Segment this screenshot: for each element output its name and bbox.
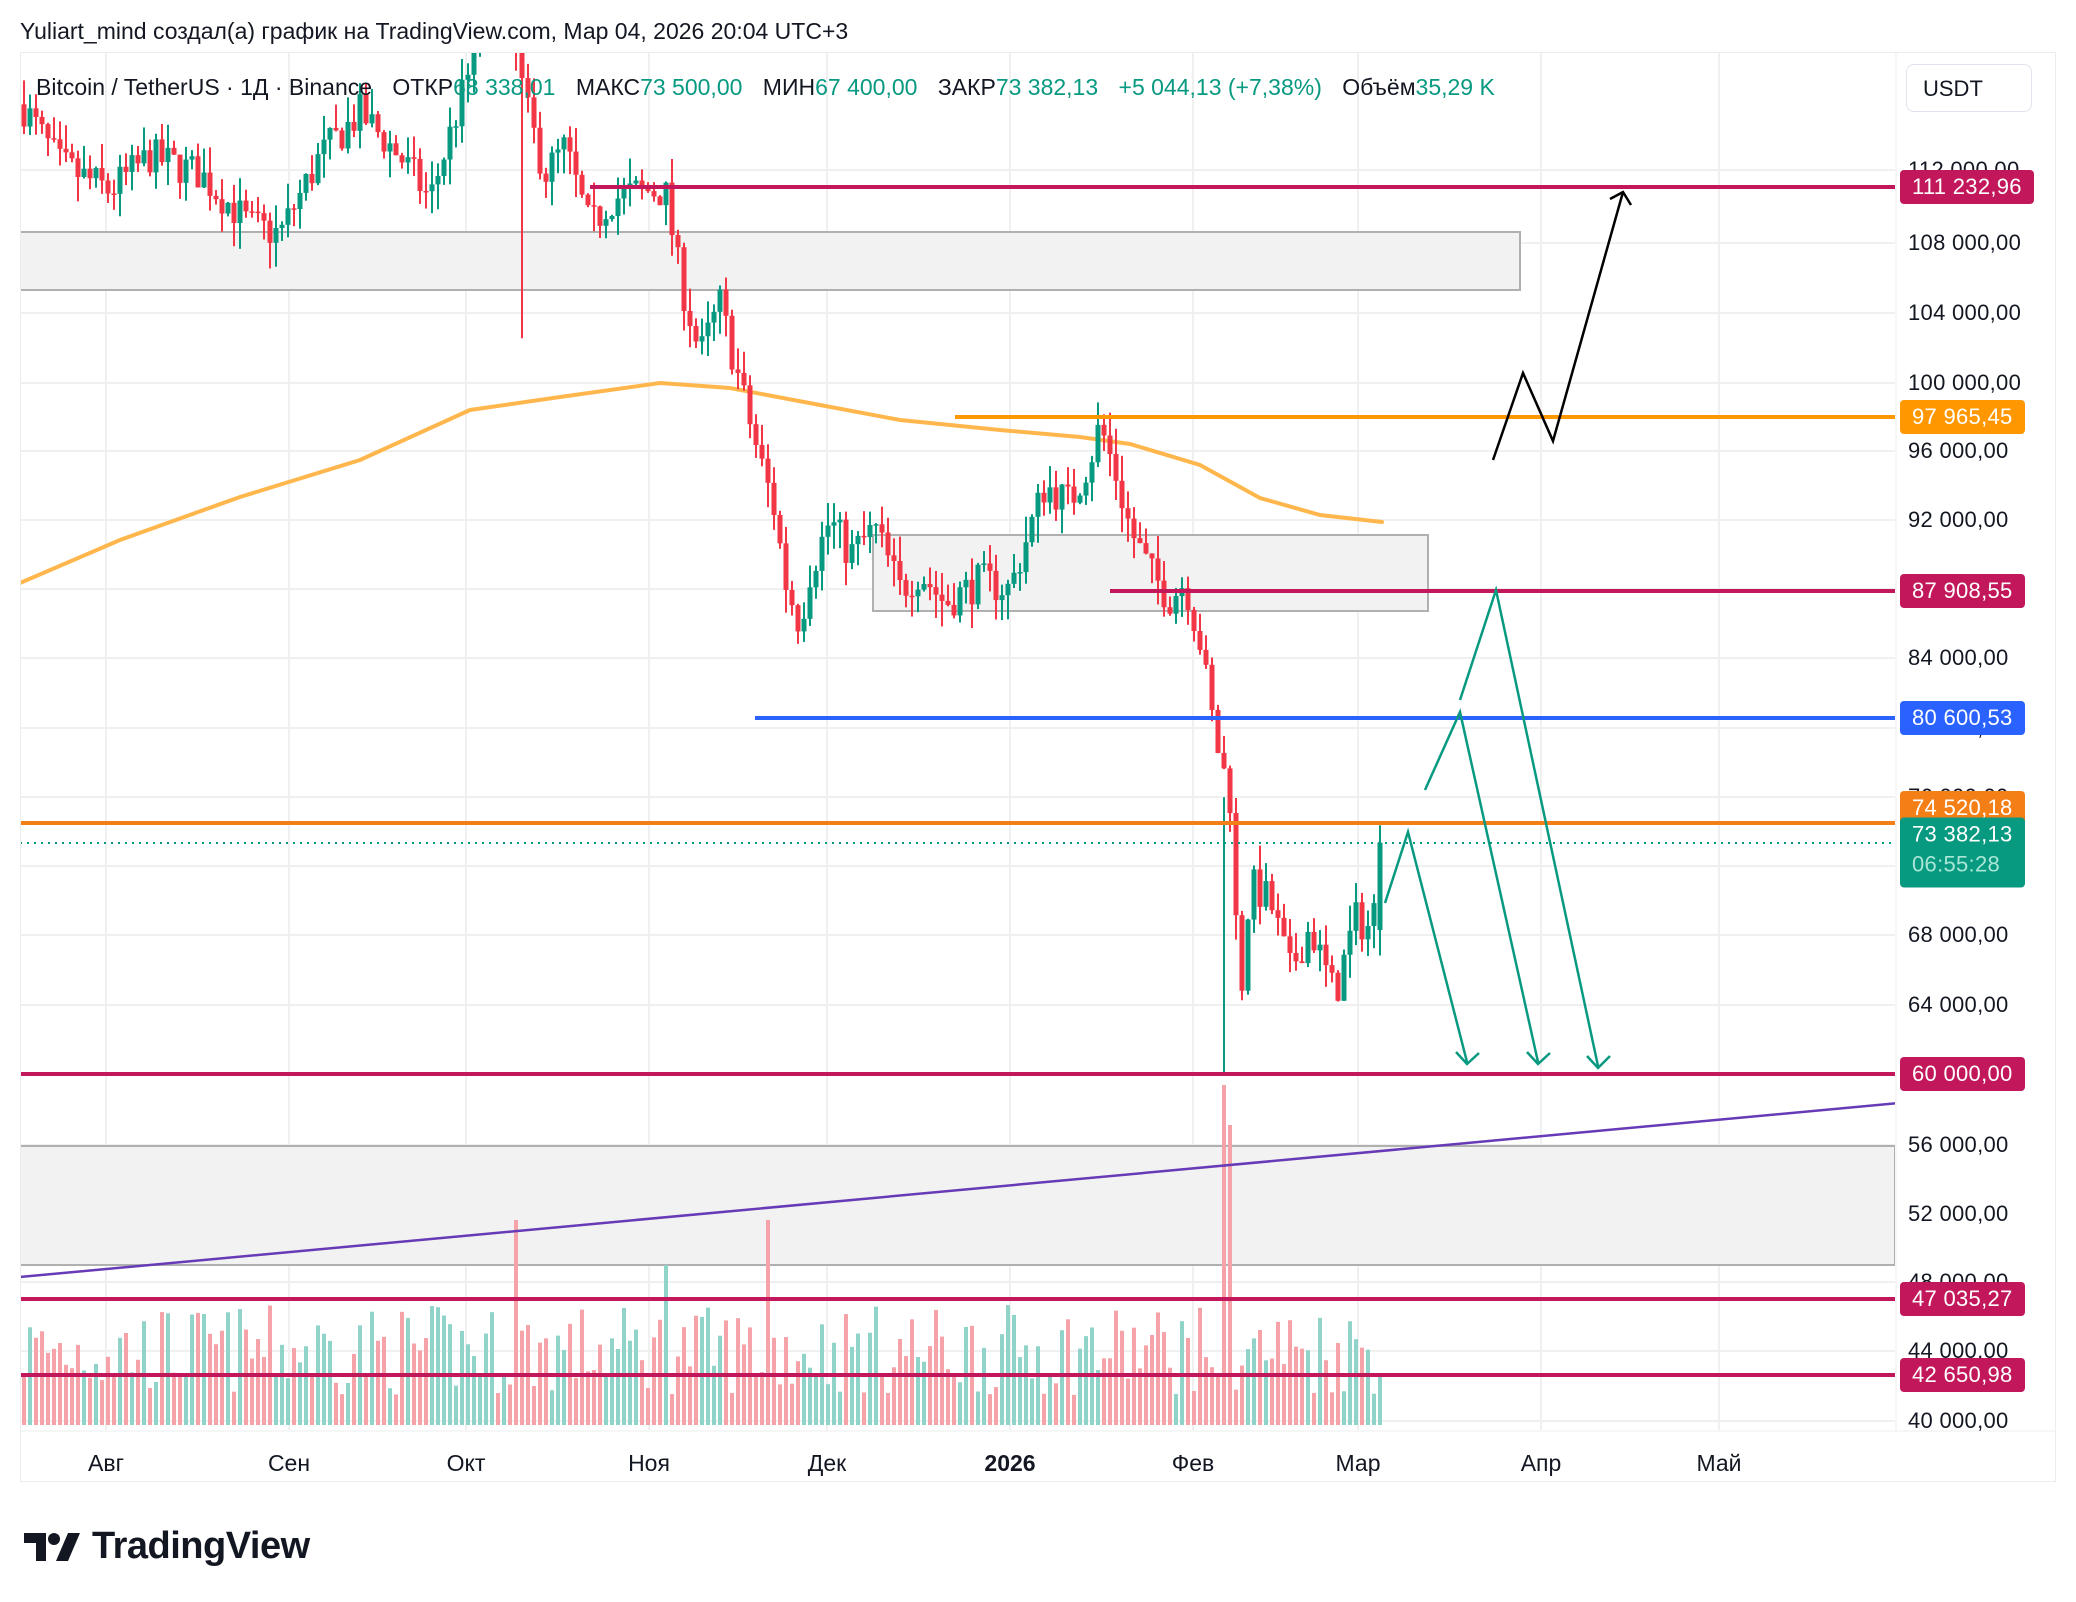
chart-title: Yuliart_mind создал(а) график на Trading… bbox=[20, 18, 849, 44]
price-level-tag: 47 035,27 bbox=[1900, 1282, 2025, 1316]
time-axis-label: Ноя bbox=[628, 1450, 670, 1476]
low-value: 67 400,00 bbox=[815, 74, 918, 100]
time-axis-label: Дек bbox=[807, 1450, 847, 1476]
change-value: +5 044,13 (+7,38%) bbox=[1118, 74, 1322, 100]
horizontal-levels[interactable] bbox=[20, 185, 2040, 1377]
high-value: 73 500,00 bbox=[640, 74, 743, 100]
time-axis-label: Апр bbox=[1520, 1450, 1562, 1476]
price-axis-label: 68 000,00 bbox=[1908, 922, 2009, 947]
open-label: ОТКР bbox=[392, 74, 454, 100]
low-label: МИН bbox=[762, 74, 816, 100]
time-axis-label: Окт bbox=[446, 1450, 486, 1476]
price-level-tag: 60 000,00 bbox=[1900, 1057, 2025, 1091]
price-axis-label: 92 000,00 bbox=[1908, 507, 2009, 532]
moving-average-line bbox=[21, 380, 1384, 585]
time-axis-label: Авг bbox=[88, 1450, 124, 1476]
last-price: 73 382,13 bbox=[1912, 821, 2013, 847]
price-level-tag: 111 232,96 bbox=[1900, 170, 2034, 204]
price-axis-label: 100 000,00 bbox=[1908, 370, 2022, 395]
price-level-tag: 80 600,53 bbox=[1900, 701, 2025, 735]
time-axis-label: Май bbox=[1696, 1450, 1742, 1476]
symbol-legend: Bitcoin / TetherUS · 1Д · Binance ОТКР68… bbox=[36, 74, 1495, 101]
close-label: ЗАКР bbox=[937, 74, 996, 100]
last-price-tag: 73 382,13 06:55:28 bbox=[1900, 817, 2025, 888]
price-level-tag: 97 965,45 bbox=[1900, 400, 2025, 434]
price-axis-label: 96 000,00 bbox=[1908, 438, 2009, 463]
volume-value: 35,29 K bbox=[1415, 74, 1495, 100]
price-axis-label: 84 000,00 bbox=[1908, 645, 2009, 670]
high-label: МАКС bbox=[575, 74, 641, 100]
price-axis-label: 56 000,00 bbox=[1908, 1132, 2009, 1157]
symbol-name[interactable]: Bitcoin / TetherUS · 1Д · Binance bbox=[36, 74, 373, 100]
time-axis-label: 2026 bbox=[984, 1450, 1036, 1476]
close-value: 73 382,13 bbox=[995, 74, 1099, 100]
open-value: 68 338,01 bbox=[453, 74, 556, 100]
price-axis-label: 104 000,00 bbox=[1908, 300, 2022, 325]
candlesticks bbox=[21, 53, 1383, 1075]
currency-button[interactable]: USDT bbox=[1906, 64, 2032, 112]
price-axis-label: 40 000,00 bbox=[1908, 1408, 2009, 1433]
zones bbox=[21, 231, 1895, 1266]
price-level-tag: 42 650,98 bbox=[1900, 1358, 2025, 1392]
volume-label: Объём bbox=[1342, 74, 1416, 100]
time-axis-label: Сен bbox=[267, 1450, 311, 1476]
tradingview-logo-text: TradingView bbox=[92, 1525, 310, 1567]
price-level-tag: 87 908,55 bbox=[1900, 574, 2025, 608]
drawings[interactable] bbox=[1383, 190, 1633, 1070]
tradingview-logo[interactable]: TradingView bbox=[24, 1525, 310, 1568]
tradingview-logo-icon bbox=[24, 1532, 80, 1561]
time-axis-label: Мар bbox=[1335, 1450, 1381, 1476]
bar-countdown: 06:55:28 bbox=[1912, 851, 2001, 877]
time-axis-label: Фев bbox=[1171, 1450, 1215, 1476]
chart-frame bbox=[20, 52, 2056, 1482]
price-axis-label: 52 000,00 bbox=[1908, 1201, 2009, 1226]
price-axis-label: 64 000,00 bbox=[1908, 992, 2009, 1017]
price-axis-label: 108 000,00 bbox=[1908, 230, 2022, 255]
